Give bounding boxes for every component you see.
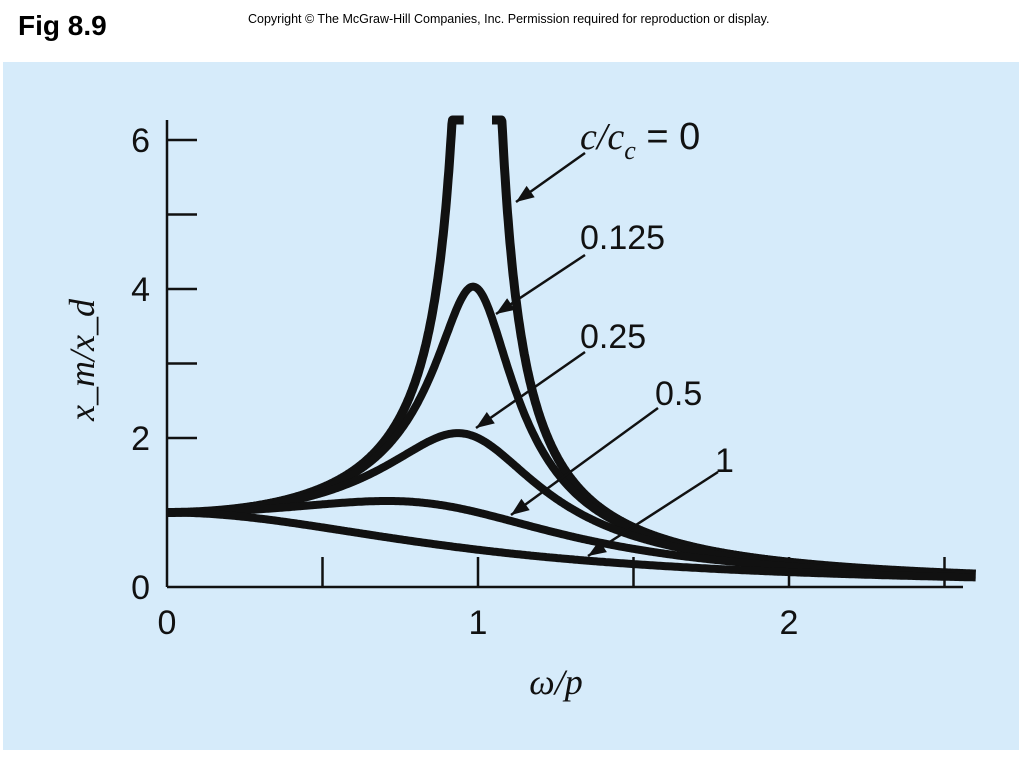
series-label-0.25: 0.25	[580, 318, 646, 356]
series-label-0.25-leader	[475, 350, 586, 430]
y-tick-label: 2	[131, 420, 150, 458]
y-tick-label: 6	[131, 122, 150, 160]
y-axis-title: x_m/x_d	[62, 298, 102, 422]
figure-label: Fig 8.9	[18, 10, 107, 41]
copyright-notice: Copyright © The McGraw-Hill Companies, I…	[248, 12, 770, 26]
series-label-0-main: c/c	[580, 116, 624, 158]
curves	[163, 115, 980, 582]
series-label-0-arrowhead	[516, 185, 535, 202]
series-label-1-arrowhead	[588, 540, 607, 556]
x-axis-title: ω/p	[529, 662, 582, 702]
text-labels: 0 2 4 6 0 1 2 ω/p x_m/x_d c/cc = 0 0.125 0.250.5 1	[62, 116, 798, 702]
series-label-0-value: = 0	[636, 116, 700, 158]
x-tick-label: 0	[158, 604, 177, 642]
annotations	[475, 151, 719, 558]
series-line-0-branch-1	[163, 115, 468, 517]
axes	[165, 120, 963, 589]
x-tick-label: 1	[469, 604, 488, 642]
series-label-0.5-arrowhead	[511, 498, 530, 515]
y-tick-label: 0	[131, 569, 150, 607]
series-label-0-subscript: c	[624, 136, 636, 165]
series-line-0.125	[164, 282, 978, 579]
series-label-0.25-arrowhead	[476, 412, 495, 428]
x-tick-label: 2	[780, 604, 799, 642]
series-line-0.5	[164, 497, 978, 580]
series-label-0.5-leader	[510, 406, 659, 517]
y-tick-label: 4	[131, 271, 150, 309]
series-line-1	[164, 508, 978, 582]
series-label-1: 1	[715, 442, 734, 480]
series-label-0: c/cc = 0	[580, 116, 700, 165]
series-label-0.125-arrowhead	[496, 298, 515, 314]
series-label-0.125: 0.125	[580, 219, 665, 257]
chart-panel	[3, 62, 1019, 750]
series-label-1-leader	[587, 470, 719, 558]
series-label-0.5: 0.5	[655, 375, 702, 413]
